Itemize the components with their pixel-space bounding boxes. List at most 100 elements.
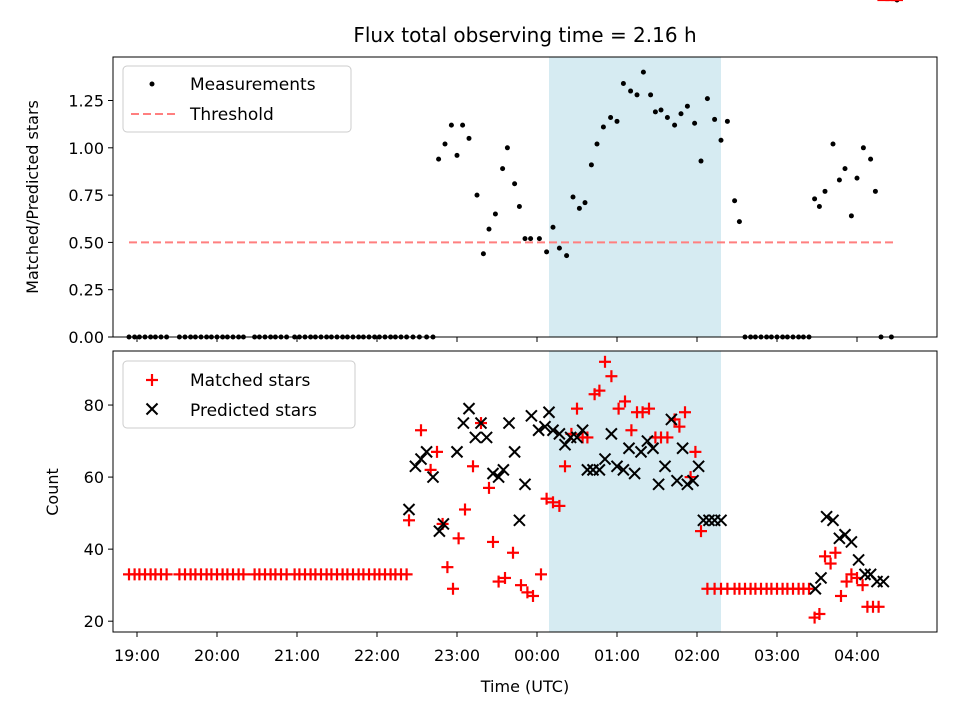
y-tick-label: 1.25 bbox=[68, 92, 104, 111]
predicted-star-point bbox=[576, 424, 589, 437]
matched-star-point bbox=[625, 424, 638, 437]
top-shaded-interval bbox=[549, 57, 721, 337]
predicted-star-point bbox=[820, 510, 833, 523]
matched-star-point bbox=[599, 355, 611, 368]
matched-star-point bbox=[673, 420, 686, 433]
top-y-axis-label: Matched/Predicted stars bbox=[23, 100, 42, 294]
measurement-point bbox=[528, 236, 534, 242]
predicted-star-point bbox=[553, 427, 566, 441]
legend-predicted-label: Predicted stars bbox=[190, 401, 317, 421]
predicted-star-point bbox=[858, 568, 872, 581]
measurement-point bbox=[544, 249, 550, 255]
y-tick-label: 1.00 bbox=[68, 139, 104, 158]
predicted-star-point bbox=[546, 424, 560, 437]
matched-star-point bbox=[507, 546, 519, 559]
matched-star-point bbox=[467, 460, 479, 473]
matched-star-point bbox=[643, 402, 655, 415]
matched-star-point bbox=[856, 579, 869, 592]
bottom-panel: 20 40 60 80 19:00 20:00 21:00 22:00 23:00 00:00 0… bbox=[43, 0, 938, 696]
predicted-star-point bbox=[634, 445, 648, 459]
matched-star-point bbox=[547, 496, 559, 509]
predicted-star-point bbox=[702, 514, 716, 527]
matched-star-point bbox=[813, 607, 826, 620]
matched-star-point bbox=[571, 402, 583, 415]
matched-star-point bbox=[835, 589, 847, 602]
measurement-point bbox=[582, 200, 588, 206]
top-panel: 0.00 0.25 0.50 0.75 1.00 1.25 Matched/Predict… bbox=[23, 0, 938, 347]
measurement-point bbox=[522, 236, 528, 242]
x-tick-label: 22:00 bbox=[354, 646, 400, 665]
matched-star-point bbox=[824, 557, 837, 570]
measurement-point bbox=[492, 211, 498, 217]
matched-star-point bbox=[689, 445, 702, 458]
measurement-point bbox=[486, 226, 492, 232]
matched-star-point bbox=[441, 561, 454, 574]
matched-star-point bbox=[237, 568, 250, 581]
predicted-star-point bbox=[570, 431, 584, 444]
measurement-point bbox=[812, 196, 818, 202]
y-tick-label: 60 bbox=[84, 468, 104, 487]
predicted-star-point bbox=[617, 463, 630, 477]
predicted-star-point bbox=[502, 416, 516, 430]
predicted-star-point bbox=[538, 420, 552, 433]
measurement-point bbox=[718, 137, 724, 143]
predicted-star-point bbox=[558, 438, 572, 451]
predicted-star-point bbox=[542, 406, 556, 419]
legend-measurements-label: Measurements bbox=[190, 75, 316, 95]
matched-star-point bbox=[840, 575, 853, 588]
chart-title: Flux total observing time = 2.16 h bbox=[353, 23, 696, 47]
x-axis-label: Time (UTC) bbox=[480, 677, 569, 696]
measurement-point bbox=[678, 111, 684, 117]
predicted-star-point bbox=[426, 470, 440, 484]
x-tick-label: 02:00 bbox=[674, 646, 720, 665]
x-tick-label: 04:00 bbox=[834, 646, 880, 665]
legend-matched-marker bbox=[146, 374, 158, 386]
top-legend-box bbox=[122, 65, 352, 133]
measurement-point bbox=[732, 198, 738, 204]
predicted-star-point bbox=[628, 467, 641, 480]
matched-star-point bbox=[160, 568, 173, 581]
matched-star-point bbox=[819, 550, 831, 563]
predicted-star-point bbox=[450, 445, 464, 459]
predicted-star-point bbox=[622, 442, 636, 455]
predicted-star-point bbox=[845, 535, 858, 549]
measurement-point bbox=[698, 158, 704, 164]
measurement-point bbox=[500, 166, 506, 172]
predicted-star-point bbox=[598, 452, 612, 466]
matched-star-point bbox=[527, 589, 539, 602]
measurement-point bbox=[854, 175, 860, 181]
measurement-point bbox=[872, 188, 878, 194]
measurement-point bbox=[608, 115, 614, 121]
predicted-star-point bbox=[670, 474, 684, 487]
predicted-star-point bbox=[457, 416, 470, 430]
predicted-star-point bbox=[681, 478, 694, 491]
measurement-point bbox=[692, 120, 698, 126]
legend-matched-label: Matched stars bbox=[190, 371, 310, 391]
predicted-star-point bbox=[486, 467, 500, 480]
matched-star-point bbox=[872, 600, 885, 613]
matched-star-point bbox=[679, 406, 691, 419]
top-y-ticks: 0.00 0.25 0.50 0.75 1.00 1.25 bbox=[68, 92, 113, 347]
measurement-point bbox=[704, 96, 710, 102]
predicted-star-point bbox=[686, 474, 700, 487]
predicted-star-point bbox=[492, 470, 505, 484]
measurement-point bbox=[816, 203, 822, 209]
matched-star-point bbox=[515, 579, 527, 592]
measurement-point bbox=[556, 245, 562, 251]
matched-star-point bbox=[695, 525, 707, 538]
measurement-point bbox=[724, 118, 730, 124]
x-tick-label: 20:00 bbox=[194, 646, 240, 665]
predicted-star-point bbox=[809, 582, 822, 595]
predicted-star-point bbox=[525, 409, 538, 423]
predicted-star-point bbox=[532, 424, 545, 437]
predicted-star-point bbox=[518, 478, 532, 491]
top-x-ticks bbox=[136, 337, 858, 342]
matched-star-point bbox=[415, 424, 427, 437]
matched-star-point bbox=[803, 582, 815, 595]
predicted-star-point bbox=[814, 571, 828, 585]
measurement-point bbox=[516, 203, 522, 209]
measurement-point bbox=[648, 92, 654, 98]
matched-star-point bbox=[619, 395, 631, 408]
x-tick-label: 21:00 bbox=[274, 646, 320, 665]
matched-star-point bbox=[535, 568, 547, 581]
